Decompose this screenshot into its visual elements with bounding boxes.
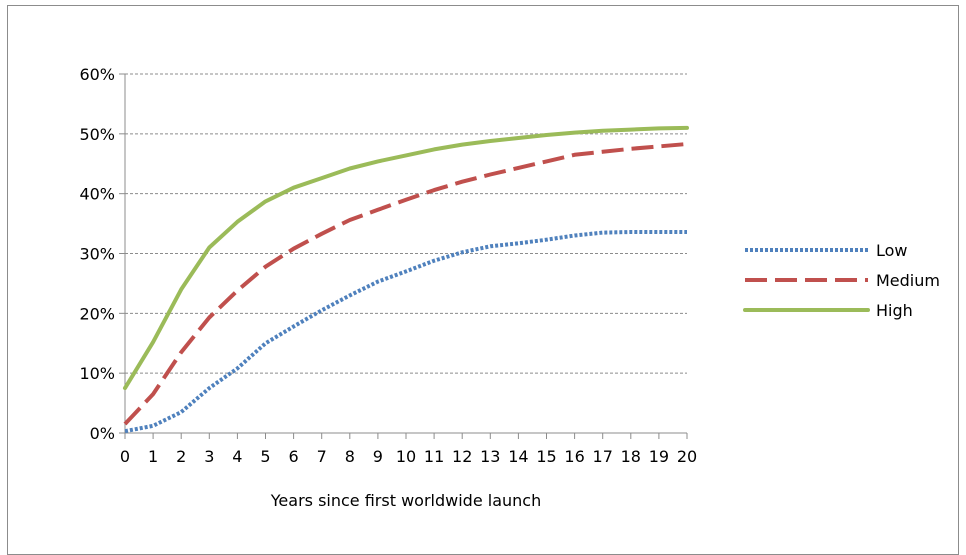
x-tick-label: 2 xyxy=(176,447,186,466)
series-line-medium xyxy=(123,142,688,426)
x-tick-label: 9 xyxy=(373,447,383,466)
x-tick-label: 6 xyxy=(289,447,299,466)
series-line-high xyxy=(123,125,689,391)
y-tick-label: 60% xyxy=(79,65,115,84)
legend: Low Medium High xyxy=(743,241,940,320)
y-tick-label: 40% xyxy=(79,185,115,204)
x-tick-label: 5 xyxy=(260,447,270,466)
x-tick-labels: 0 1 2 3 4 5 6 7 8 9 10 11 12 13 14 15 16 17 18 19 20 xyxy=(120,447,697,466)
y-tick-label: 0% xyxy=(90,424,115,443)
y-tick-label: 30% xyxy=(79,245,115,264)
x-axis-title: Years since first worldwide launch xyxy=(270,491,541,510)
series-line-low xyxy=(124,230,687,434)
x-tick-label: 8 xyxy=(345,447,355,466)
x-tick-label: 16 xyxy=(564,447,584,466)
y-tick-labels: 0% 10% 20% 30% 40% 50% 60% xyxy=(79,65,115,443)
x-tick-label: 17 xyxy=(593,447,613,466)
x-tick-label: 10 xyxy=(396,447,416,466)
x-tick-label: 13 xyxy=(480,447,500,466)
legend-label-low: Low xyxy=(876,241,908,260)
y-tick-label: 50% xyxy=(79,125,115,144)
x-tick-label: 1 xyxy=(148,447,158,466)
x-tick-label: 18 xyxy=(621,447,641,466)
x-tick-label: 12 xyxy=(452,447,472,466)
x-tick-label: 0 xyxy=(120,447,130,466)
x-tick-label: 11 xyxy=(424,447,444,466)
series-lines xyxy=(123,125,689,434)
x-tick-label: 14 xyxy=(508,447,528,466)
legend-label-high: High xyxy=(876,301,913,320)
legend-label-medium: Medium xyxy=(876,271,940,290)
x-tick-label: 15 xyxy=(536,447,556,466)
x-tick-label: 19 xyxy=(649,447,669,466)
x-tick-label: 4 xyxy=(232,447,242,466)
x-tick-label: 7 xyxy=(317,447,327,466)
y-tick-label: 20% xyxy=(79,304,115,323)
chart-frame xyxy=(7,5,959,555)
x-tick-label: 20 xyxy=(677,447,697,466)
axes xyxy=(119,73,688,439)
y-tick-label: 10% xyxy=(79,364,115,383)
x-tick-label: 3 xyxy=(204,447,214,466)
gridlines xyxy=(125,73,687,374)
